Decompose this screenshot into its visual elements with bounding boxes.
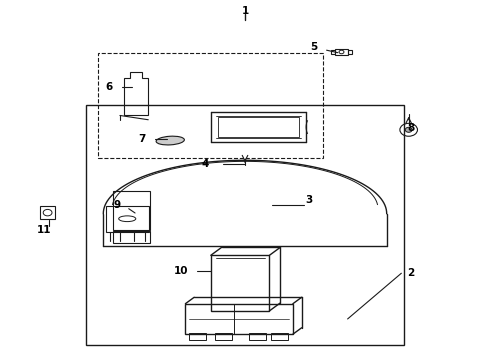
Text: 5: 5 — [310, 42, 317, 52]
Bar — [218, 117, 299, 137]
Bar — [40, 206, 55, 220]
Bar — [335, 49, 347, 55]
Text: 6: 6 — [105, 82, 113, 92]
Text: 1: 1 — [242, 6, 248, 17]
Bar — [113, 191, 150, 230]
Bar — [106, 206, 149, 232]
Bar — [86, 105, 404, 345]
Bar — [271, 333, 288, 339]
Bar — [249, 333, 266, 339]
Text: 9: 9 — [113, 200, 121, 210]
Text: 8: 8 — [408, 123, 415, 133]
Bar — [185, 304, 293, 334]
Text: 3: 3 — [305, 195, 312, 205]
Ellipse shape — [156, 136, 184, 145]
Circle shape — [405, 127, 412, 132]
Bar — [347, 50, 351, 54]
Text: 4: 4 — [201, 159, 209, 169]
Text: 2: 2 — [408, 268, 415, 278]
Bar — [189, 333, 206, 339]
Bar — [98, 53, 323, 158]
Bar — [215, 333, 232, 339]
Text: 10: 10 — [174, 266, 189, 276]
Text: 11: 11 — [36, 225, 51, 235]
Bar — [211, 255, 270, 311]
Text: 7: 7 — [139, 134, 146, 144]
Bar — [331, 50, 335, 54]
